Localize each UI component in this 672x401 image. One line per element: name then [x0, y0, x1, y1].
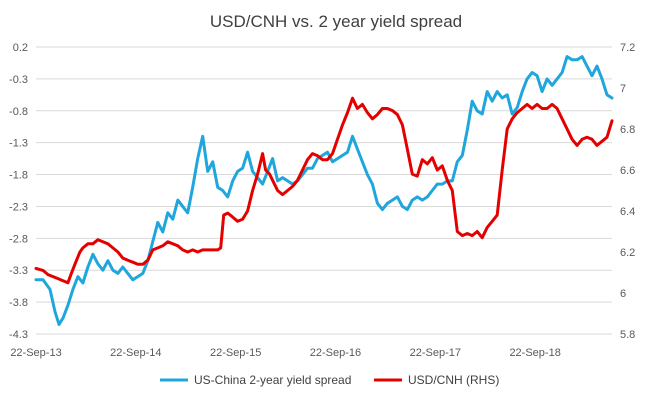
- left-tick-label: -0.3: [9, 74, 28, 86]
- left-tick-label: -2.3: [9, 201, 28, 213]
- left-tick-label: -1.8: [9, 170, 28, 182]
- right-tick-label: 6.6: [620, 165, 635, 177]
- right-tick-label: 6.4: [620, 206, 635, 218]
- x-tick-label: 22-Sep-16: [310, 347, 361, 359]
- left-tick-label: -3.3: [9, 265, 28, 277]
- left-tick-label: -1.3: [9, 138, 28, 150]
- series-lines: [34, 55, 614, 326]
- x-tick-label: 22-Sep-18: [509, 347, 560, 359]
- x-axis-ticks: 22-Sep-13 22-Sep-14 22-Sep-15 22-Sep-16 22-S…: [10, 347, 561, 359]
- legend-label: US-China 2-year yield spread: [194, 373, 351, 387]
- right-axis-ticks: 7.2 7 6.8 6.6 6.4 6.2 6 5.8: [620, 42, 635, 341]
- x-tick-label: 22-Sep-17: [410, 347, 461, 359]
- right-tick-label: 7: [620, 83, 626, 95]
- left-tick-label: -3.8: [9, 297, 28, 309]
- left-tick-label: -0.8: [9, 106, 28, 118]
- left-axis-ticks: 0.2 -0.3 -0.8 -1.3 -1.8 -2.3 -2.8 -3.3 -3.8 -4.3: [9, 42, 28, 341]
- right-tick-label: 6.2: [620, 247, 635, 259]
- right-tick-label: 6: [620, 288, 626, 300]
- legend: US-China 2-year yield spread USD/CNH (RHS…: [160, 373, 499, 387]
- gridlines: [36, 46, 612, 335]
- x-tick-label: 22-Sep-13: [10, 347, 61, 359]
- x-tick-label: 22-Sep-14: [110, 347, 161, 359]
- left-tick-label: -2.8: [9, 233, 28, 245]
- right-tick-label: 5.8: [620, 329, 635, 341]
- chart-title: USD/CNH vs. 2 year yield spread: [210, 12, 462, 31]
- legend-label: USD/CNH (RHS): [408, 373, 499, 387]
- right-tick-label: 7.2: [620, 42, 635, 54]
- series-line-usdcnh: [34, 96, 614, 285]
- left-tick-label: 0.2: [13, 42, 28, 54]
- left-tick-label: -4.3: [9, 329, 28, 341]
- x-tick-label: 22-Sep-15: [210, 347, 261, 359]
- series-line-yield-spread: [34, 55, 614, 326]
- right-tick-label: 6.8: [620, 124, 635, 136]
